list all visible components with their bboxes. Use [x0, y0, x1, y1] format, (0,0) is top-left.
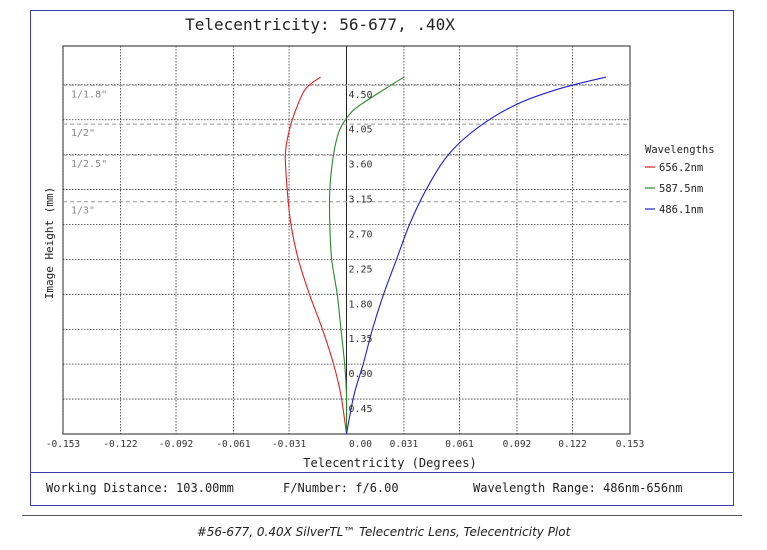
x-tick-label: -0.061 — [216, 439, 251, 450]
series-line-587.5nm — [328, 76, 405, 434]
figure-caption: #56-677, 0.40X SilverTL™ Telecentric Len… — [196, 525, 571, 539]
x-axis-label: Telecentricity (Degrees) — [303, 456, 476, 470]
footer-divider — [30, 472, 734, 473]
x-tick-label: 0.031 — [390, 439, 419, 450]
sensor-label: 1/2" — [71, 128, 95, 139]
wavelength-range: Wavelength Range: 486nm-656nm — [473, 481, 683, 495]
y-axis-label: Image Height (mm) — [43, 187, 56, 300]
y-tick-label: 0.45 — [349, 404, 373, 415]
y-tick-label: 2.70 — [349, 229, 373, 240]
series-lines — [284, 76, 607, 434]
y-tick-label: 4.50 — [349, 90, 373, 101]
legend-label: 587.5nm — [659, 183, 703, 195]
working-distance: Working Distance: 103.00mm — [46, 481, 234, 495]
telecentricity-chart: Telecentricity: 56-677, .40X 1/1.8"1/2"1… — [43, 15, 715, 470]
caption-rule — [22, 515, 742, 516]
y-tick-label: 0.90 — [349, 369, 373, 380]
chart-frame — [30, 10, 734, 506]
x-tick-label: 0.092 — [503, 439, 532, 450]
y-tick-label: 2.25 — [349, 264, 373, 275]
series-line-656.2nm — [284, 76, 348, 434]
x-tick-label: -0.122 — [103, 439, 137, 450]
x-tick-label: 0.122 — [558, 439, 587, 450]
x-tick-labels: -0.153 -0.122 -0.092 -0.061 -0.031 0.00 0.031 0… — [46, 439, 644, 450]
x-tick-label: -0.153 — [46, 439, 80, 450]
sensor-lines: 1/1.8" 1/2" 1/2.5" 1/3" — [63, 84, 630, 217]
y-tick-label: 3.15 — [349, 195, 373, 206]
x-tick-label: 0.153 — [616, 439, 645, 450]
sensor-label: 1/1.8" — [71, 89, 107, 100]
legend-label: 486.1nm — [659, 204, 703, 216]
chart-title: Telecentricity: 56-677, .40X — [185, 15, 455, 34]
legend-title: Wavelengths — [645, 144, 715, 156]
x-tick-label: 0.00 — [349, 439, 372, 450]
sensor-label: 1/2.5" — [71, 159, 107, 170]
grid — [62, 45, 631, 435]
legend-label: 656.2nm — [659, 162, 703, 174]
sensor-label: 1/3" — [71, 206, 95, 217]
x-tick-label: -0.031 — [272, 439, 307, 450]
y-tick-labels: 0.45 0.90 1.35 1.80 2.25 2.70 3.15 3.60 4.05 4.50 — [349, 90, 373, 415]
x-tick-label: 0.061 — [445, 439, 474, 450]
x-tick-label: -0.092 — [159, 439, 193, 450]
y-tick-label: 1.80 — [349, 299, 373, 310]
y-tick-label: 4.05 — [349, 125, 373, 136]
legend: Wavelengths 656.2nm 587.5nm 486.1nm — [645, 144, 715, 216]
f-number: F/Number: f/6.00 — [283, 481, 399, 495]
y-tick-label: 1.35 — [349, 334, 373, 345]
series-line-486.1nm — [345, 76, 607, 434]
y-tick-label: 3.60 — [349, 160, 373, 171]
